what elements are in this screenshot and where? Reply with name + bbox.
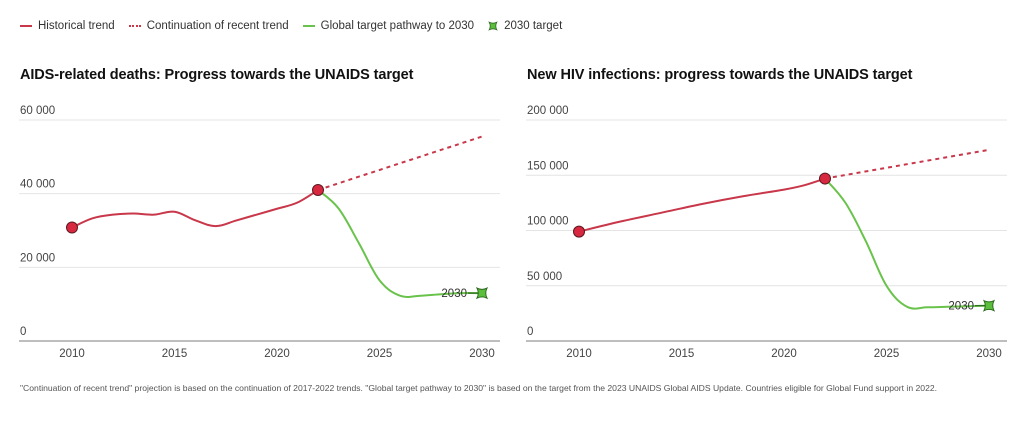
solid-red-line-icon [20, 25, 32, 27]
legend-item-continuation: Continuation of recent trend [128, 20, 289, 32]
chart-title-aids-deaths: AIDS-related deaths: Progress towards th… [20, 67, 414, 83]
chart-legend: Historical trend Continuation of recent … [20, 20, 576, 32]
solid-green-line-icon [302, 25, 315, 27]
y-tick-label: 0 [20, 326, 26, 338]
footnote: "Continuation of recent trend" projectio… [20, 383, 938, 393]
y-tick-label: 50 000 [527, 271, 562, 283]
data-point-marker [66, 221, 78, 234]
target-marker-icon [488, 21, 498, 31]
legend-label: Global target pathway to 2030 [320, 20, 475, 32]
legend-label: Continuation of recent trend [146, 20, 289, 32]
aids-deaths-chart: 0 20 000 40 000 60 000 2010 2015 2020 2025 2030 2… [19, 105, 500, 360]
legend-label: Historical trend [38, 20, 115, 32]
target-marker [982, 299, 996, 312]
target-marker [475, 286, 489, 300]
y-tick-label: 150 000 [527, 160, 569, 172]
y-tick-label: 60 000 [20, 105, 55, 117]
y-tick-label: 100 000 [527, 216, 569, 228]
x-tick-label: 2020 [264, 348, 290, 360]
historical-trend-line [578, 177, 826, 233]
dashed-red-line-icon [128, 25, 141, 27]
data-point-marker [573, 225, 585, 238]
x-tick-label: 2010 [566, 348, 592, 360]
x-tick-label: 2030 [469, 348, 495, 360]
data-point-marker [819, 172, 831, 185]
y-tick-label: 200 000 [527, 105, 569, 117]
x-tick-label: 2025 [874, 348, 900, 360]
y-tick-label: 20 000 [20, 252, 55, 264]
legend-item-target: 2030 target [488, 20, 562, 32]
x-tick-label: 2025 [367, 348, 393, 360]
x-tick-label: 2030 [976, 348, 1002, 360]
legend-label: 2030 target [504, 20, 563, 32]
y-tick-label: 0 [527, 326, 533, 338]
continuation-trend-line [824, 148, 990, 180]
historical-trend-line [71, 188, 319, 229]
legend-item-pathway: Global target pathway to 2030 [302, 20, 475, 32]
y-tick-label: 40 000 [20, 179, 55, 191]
target-label: 2030 [441, 288, 467, 300]
new-infections-chart: 0 50 000 100 000 150 000 200 000 2010 2015 2020… [526, 105, 1007, 360]
legend-item-historical: Historical trend [20, 20, 115, 32]
target-pathway-line [824, 177, 990, 310]
target-label: 2030 [948, 301, 974, 313]
data-point-marker [312, 183, 324, 196]
x-tick-label: 2015 [669, 348, 695, 360]
x-tick-label: 2015 [162, 348, 188, 360]
target-pathway-line [317, 188, 483, 298]
x-tick-label: 2020 [771, 348, 797, 360]
x-tick-label: 2010 [59, 348, 85, 360]
chart-title-new-infections: New HIV infections: progress towards the… [527, 67, 913, 83]
